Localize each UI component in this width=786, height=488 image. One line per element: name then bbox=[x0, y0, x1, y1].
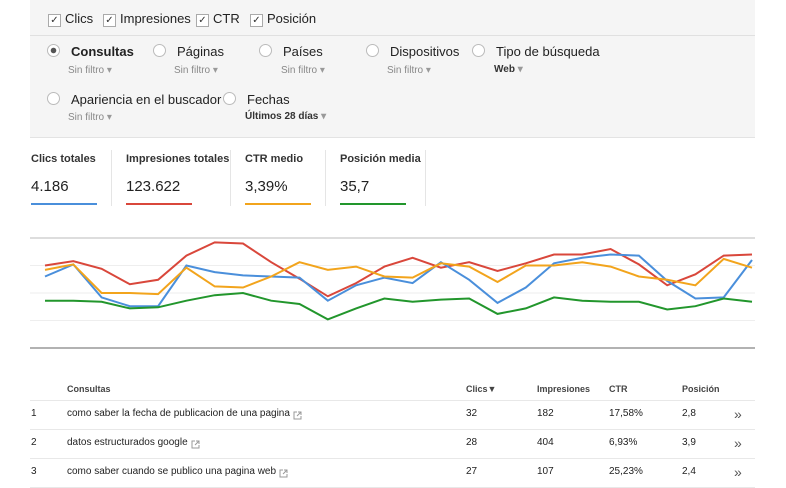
radio[interactable]: Tipo de búsqueda bbox=[472, 44, 600, 59]
table-cell: 27 bbox=[466, 466, 478, 477]
table-cell: 404 bbox=[537, 437, 554, 448]
metric-label: CTR medio bbox=[245, 153, 304, 165]
row-expand[interactable]: » bbox=[734, 406, 742, 422]
table-cell: 1 bbox=[31, 408, 37, 419]
divider bbox=[425, 150, 426, 206]
filter-dropdown[interactable]: Sin filtro bbox=[68, 65, 112, 76]
filter-dropdown[interactable]: Web bbox=[494, 64, 523, 75]
table-cell: 3 bbox=[31, 466, 37, 477]
filter-dropdown[interactable]: Últimos 28 días bbox=[245, 111, 326, 122]
filter-panel: Clics Impresiones CTR Posición Consultas… bbox=[30, 0, 755, 138]
table-cell: 107 bbox=[537, 466, 554, 477]
metric-bar bbox=[31, 203, 97, 205]
query-cell[interactable]: como saber la fecha de publicacion de un… bbox=[67, 408, 290, 419]
metric-value: 35,7 bbox=[340, 178, 370, 195]
metric-checkboxes: Clics Impresiones CTR Posición bbox=[30, 0, 755, 36]
column-header[interactable]: Impresiones bbox=[537, 384, 591, 394]
checkbox[interactable]: Posición bbox=[250, 11, 316, 27]
column-header[interactable]: Clics▼ bbox=[466, 384, 497, 394]
table-cell: 182 bbox=[537, 408, 554, 419]
column-header[interactable]: Consultas bbox=[67, 384, 111, 394]
filter-dropdown[interactable]: Sin filtro bbox=[68, 112, 112, 123]
table-cell: 3,9 bbox=[682, 437, 696, 448]
series-line bbox=[44, 241, 753, 298]
row-expand[interactable]: » bbox=[734, 435, 742, 451]
checkbox[interactable]: Impresiones bbox=[103, 11, 191, 27]
line-chart bbox=[30, 237, 755, 349]
table-cell: 17,58% bbox=[609, 408, 643, 419]
metric-label: Clics totales bbox=[31, 153, 96, 165]
external-link-icon[interactable] bbox=[293, 407, 302, 425]
series-line bbox=[44, 253, 753, 308]
header-text: Clics bbox=[466, 384, 488, 394]
metric-label: Impresiones totales bbox=[126, 153, 230, 165]
external-link-icon[interactable] bbox=[191, 436, 200, 454]
filter-dropdown[interactable]: Sin filtro bbox=[387, 65, 431, 76]
table-cell: 6,93% bbox=[609, 437, 638, 448]
radio[interactable]: Países bbox=[259, 44, 323, 59]
metric-value: 123.622 bbox=[126, 178, 181, 195]
filter-dropdown[interactable]: Sin filtro bbox=[174, 65, 218, 76]
radio[interactable]: Consultas bbox=[47, 44, 134, 59]
divider bbox=[230, 150, 231, 206]
radio[interactable]: Dispositivos bbox=[366, 44, 459, 59]
divider bbox=[325, 150, 326, 206]
radio[interactable]: Apariencia en el buscador bbox=[47, 92, 221, 107]
table-cell: 25,23% bbox=[609, 466, 643, 477]
radio[interactable]: Fechas bbox=[223, 92, 290, 107]
filter-dropdown[interactable]: Sin filtro bbox=[281, 65, 325, 76]
table-cell: 2,4 bbox=[682, 466, 696, 477]
divider bbox=[111, 150, 112, 206]
radio[interactable]: Páginas bbox=[153, 44, 224, 59]
row-expand[interactable]: » bbox=[734, 464, 742, 480]
table-cell: 2 bbox=[31, 437, 37, 448]
metric-value: 4.186 bbox=[31, 178, 69, 195]
row-divider bbox=[30, 458, 755, 459]
table-cell: 28 bbox=[466, 437, 478, 448]
column-header[interactable]: Posición bbox=[682, 384, 720, 394]
series-line bbox=[44, 257, 753, 296]
row-divider bbox=[30, 400, 755, 401]
table-cell: 32 bbox=[466, 408, 478, 419]
checkbox[interactable]: CTR bbox=[196, 11, 240, 27]
query-cell[interactable]: datos estructurados google bbox=[67, 437, 188, 448]
checkbox[interactable]: Clics bbox=[48, 11, 93, 27]
external-link-icon[interactable] bbox=[279, 465, 288, 483]
metric-value: 3,39% bbox=[245, 178, 288, 195]
table-cell: 2,8 bbox=[682, 408, 696, 419]
series-line bbox=[45, 291, 753, 321]
metric-bar bbox=[340, 203, 406, 205]
column-header[interactable]: CTR bbox=[609, 384, 628, 394]
row-divider bbox=[30, 429, 755, 430]
query-cell[interactable]: como saber cuando se publico una pagina … bbox=[67, 466, 277, 477]
metric-label: Posición media bbox=[340, 153, 421, 165]
metric-bar bbox=[245, 203, 311, 205]
metric-bar bbox=[126, 203, 192, 205]
